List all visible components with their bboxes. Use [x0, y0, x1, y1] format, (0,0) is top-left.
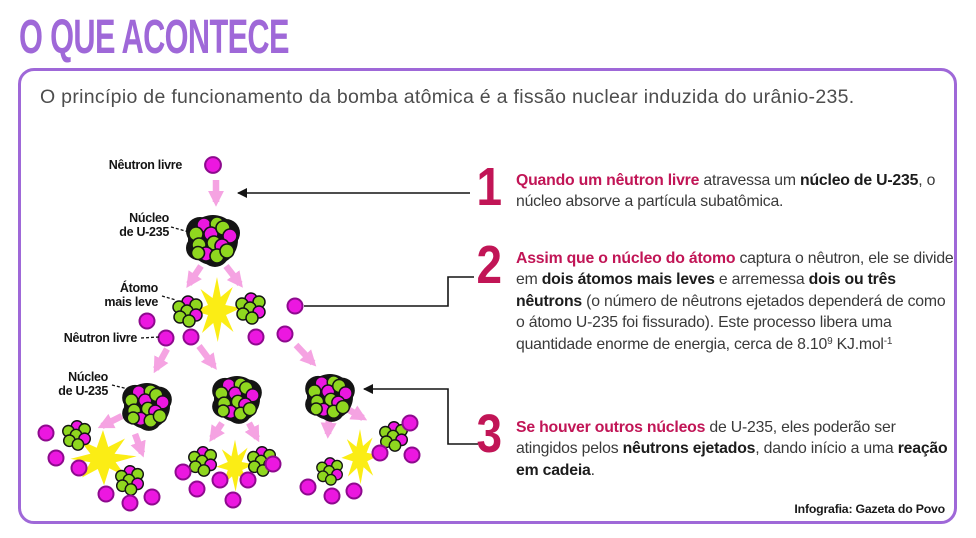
connector-step-2	[304, 276, 474, 307]
neutron-icon	[371, 444, 389, 462]
nucleus-icon	[185, 214, 241, 268]
step-3-text: Se houver outros núcleos de U-235, eles …	[516, 419, 948, 479]
neutron-icon	[239, 471, 257, 489]
leader-free-neutron	[140, 336, 160, 339]
label-light-atom-line1: Átomo	[120, 280, 159, 295]
leader-light-atom	[161, 295, 177, 301]
neutron-icon	[403, 446, 421, 464]
label-nucleus-top-line1: Núcleo	[129, 211, 170, 225]
neutron-icon	[264, 455, 282, 473]
label-nucleus-top-line2: de U-235	[119, 225, 169, 239]
step-3-number: 3	[476, 404, 502, 464]
arrow-chain-b1	[209, 421, 225, 442]
intro-text: O princípio de funcionamento da bomba at…	[40, 86, 855, 108]
light-atom-icon	[172, 295, 203, 328]
light-atom-icon	[188, 446, 218, 477]
neutron-icon	[276, 325, 294, 343]
arrow-chain-b2	[244, 421, 260, 443]
page-title: O QUE ACONTECE	[19, 14, 441, 62]
light-atom-icon	[115, 465, 145, 496]
neutron-icon	[224, 491, 242, 509]
callout-connectors	[237, 188, 478, 445]
neutron-icon	[70, 459, 88, 477]
label-free-neutron-top: Nêutron livre	[109, 158, 183, 172]
arrow-ejected-2	[196, 344, 217, 370]
neutron-icon	[204, 156, 222, 174]
label-light-atom-line2: mais leve	[104, 295, 158, 309]
arrow-split-right	[223, 264, 243, 288]
connector-step-3	[363, 384, 478, 445]
neutron-icon	[138, 312, 156, 330]
neutron-icon	[286, 297, 304, 315]
neutron-icon	[97, 485, 115, 503]
step-1: 1 Quando um nêutron livre atravessa um n…	[462, 160, 954, 214]
step-1-lead: Quando um nêutron livre	[516, 172, 704, 189]
neutron-icon	[157, 329, 175, 347]
neutron-icon	[345, 482, 363, 500]
leader-nucleus-row2	[111, 384, 129, 390]
page-title-text: O QUE ACONTECE	[19, 11, 289, 64]
neutron-icon	[188, 480, 206, 498]
step-2-number: 2	[476, 235, 502, 295]
credit: Infografia: Gazeta do Povo	[794, 502, 945, 516]
leader-nucleus-top	[170, 226, 190, 233]
label-free-neutron-mid: Nêutron livre	[64, 331, 138, 345]
step-2: 2 Assim que o núcleo do átomo captura o …	[462, 238, 954, 355]
neutron-icon	[174, 463, 192, 481]
nucleus-icon	[211, 375, 263, 425]
arrow-chain-a2	[130, 432, 146, 458]
neutron-icon	[182, 328, 200, 346]
neutron-icon	[299, 478, 317, 496]
arrow-chain-c2	[347, 405, 368, 421]
motion-arrows	[97, 180, 368, 458]
step-1-number: 1	[476, 157, 502, 217]
step-3-lead: Se houver outros núcleos	[516, 419, 710, 436]
arrow-ejected-3	[293, 342, 317, 367]
step-2-text: Assim que o núcleo do átomo captura o nê…	[516, 250, 954, 353]
label-nucleus-row2-line2: de U-235	[58, 384, 108, 398]
neutron-icon	[323, 487, 341, 505]
arrow-chain-a1	[97, 413, 124, 429]
step-3: 3 Se houver outros núcleos de U-235, ele…	[462, 407, 954, 481]
neutron-icon	[37, 424, 55, 442]
neutron-icon	[143, 488, 161, 506]
neutron-icon	[47, 449, 65, 467]
light-atom-icon	[316, 457, 343, 486]
leader-lines	[111, 226, 190, 390]
arrow-split-left	[186, 264, 204, 288]
step-2-lead: Assim que o núcleo do átomo	[516, 250, 740, 267]
neutron-icon	[247, 328, 265, 346]
nucleus-icon	[121, 382, 173, 432]
nucleus-icon	[304, 373, 356, 423]
neutron-icon	[211, 471, 229, 489]
neutron-icon	[121, 494, 139, 512]
step-1-text: Quando um nêutron livre atravessa um núc…	[516, 172, 936, 211]
arrow-ejected-1	[153, 347, 170, 374]
neutron-icon	[401, 414, 419, 432]
light-atom-icon	[235, 292, 266, 325]
label-nucleus-row2-line1: Núcleo	[68, 370, 109, 384]
